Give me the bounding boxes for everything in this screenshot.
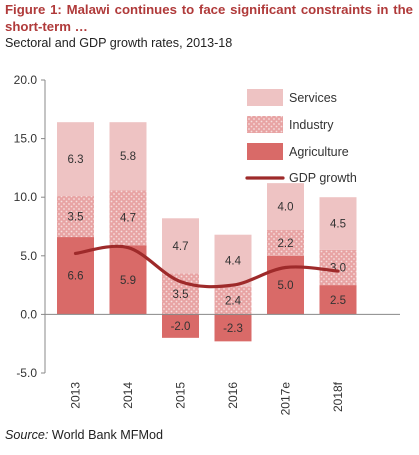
data-label: 3.5 xyxy=(68,212,84,224)
legend-services-swatch xyxy=(247,89,283,106)
x-tick-label: 2014 xyxy=(121,382,135,409)
services-bar xyxy=(214,234,252,287)
data-label: 4.7 xyxy=(173,241,189,253)
x-tick-label: 2015 xyxy=(174,382,188,409)
data-label: -2.3 xyxy=(223,323,243,335)
data-label: 6.3 xyxy=(68,154,84,166)
figure-subtitle: Sectoral and GDP growth rates, 2013-18 xyxy=(5,36,233,50)
data-label: 2.2 xyxy=(278,238,294,250)
legend-gdp-growth-label: GDP growth xyxy=(289,171,357,185)
source-label: Source: xyxy=(5,428,49,442)
services-bar xyxy=(162,218,199,274)
services-bar xyxy=(109,122,147,191)
services-bar xyxy=(267,183,304,231)
legend-agriculture-swatch xyxy=(247,143,283,160)
agriculture-bar xyxy=(109,245,147,315)
data-label: -2.0 xyxy=(171,321,191,333)
data-label: 5.9 xyxy=(120,275,136,287)
data-label: 3.0 xyxy=(330,263,346,275)
data-label: 4.4 xyxy=(225,255,242,267)
y-tick-label: 0.0 xyxy=(20,307,37,321)
y-tick-label: 15.0 xyxy=(14,132,38,146)
chart-legend: Services Industry Agriculture GDP growth xyxy=(245,89,357,185)
agriculture-bar xyxy=(214,314,252,342)
source-note: Source: World Bank MFMod xyxy=(5,428,163,442)
gdp-growth-line xyxy=(73,244,340,289)
legend-agriculture-label: Agriculture xyxy=(289,145,349,159)
y-tick-label: 10.0 xyxy=(14,190,38,204)
agriculture-bar xyxy=(319,285,357,315)
data-label: 4.5 xyxy=(330,219,346,231)
data-label: 5.0 xyxy=(278,280,294,292)
industry-bar xyxy=(109,190,147,246)
gdp-growth-curve xyxy=(73,244,340,289)
data-labels: 6.6 3.5 6.3 5.9 4.7 5.8 -2.0 3.5 4.7 -2.3 2.4 4.4 5.… xyxy=(68,151,347,335)
services-bar xyxy=(57,122,94,197)
x-tick-label: 2013 xyxy=(69,382,83,409)
data-label: 5.8 xyxy=(120,151,136,163)
x-tick-label: 2018f xyxy=(331,381,345,412)
industry-bar xyxy=(57,196,94,238)
y-axis: 20.0 15.0 10.0 5.0 0.0 -5.0 xyxy=(14,73,46,380)
industry-bar xyxy=(319,249,357,286)
data-label: 2.5 xyxy=(330,295,346,307)
source-text: World Bank MFMod xyxy=(48,428,163,442)
x-tick-label: 2016 xyxy=(226,382,240,409)
data-label: 4.0 xyxy=(278,202,294,214)
y-tick-label: -5.0 xyxy=(16,366,37,380)
data-label: 2.4 xyxy=(225,295,242,307)
industry-bar xyxy=(267,230,304,256)
bar-series xyxy=(57,122,357,342)
x-tick-label: 2017e xyxy=(279,382,293,416)
services-bar xyxy=(319,197,357,250)
agriculture-bar xyxy=(162,314,199,338)
data-label: 4.7 xyxy=(120,213,136,225)
x-axis: 2013 2014 2015 2016 2017e 2018f xyxy=(45,313,400,416)
legend-industry-label: Industry xyxy=(289,118,334,132)
data-label: 3.5 xyxy=(173,289,189,301)
y-tick-label: 5.0 xyxy=(20,249,37,263)
figure-title: Figure 1: Malawi continues to face signi… xyxy=(5,2,413,34)
legend-industry-swatch xyxy=(247,116,283,133)
y-tick-label: 20.0 xyxy=(14,73,38,87)
data-label: 6.6 xyxy=(68,271,84,283)
legend-services-label: Services xyxy=(289,91,337,105)
industry-bar xyxy=(214,286,252,315)
